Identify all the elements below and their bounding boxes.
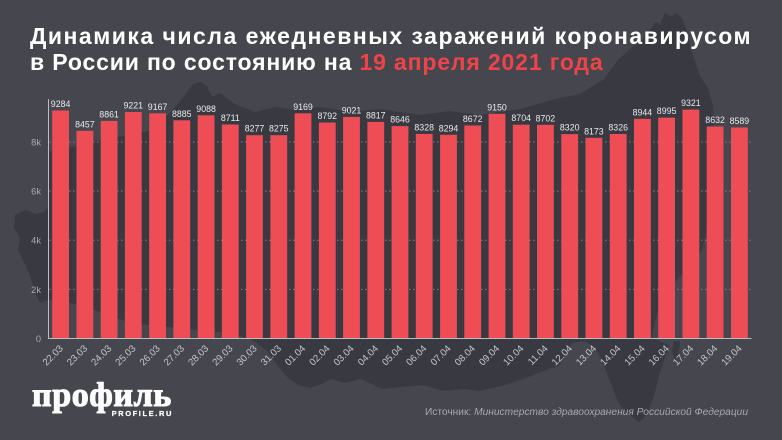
svg-text:9021: 9021 [342, 105, 362, 115]
svg-text:24.03: 24.03 [89, 343, 114, 368]
svg-text:29.03: 29.03 [210, 343, 235, 368]
svg-text:8792: 8792 [318, 111, 338, 121]
svg-text:30.03: 30.03 [235, 343, 260, 368]
svg-text:9088: 9088 [196, 104, 216, 114]
svg-text:26.03: 26.03 [138, 343, 163, 368]
svg-text:8589: 8589 [730, 116, 750, 126]
svg-text:23.03: 23.03 [65, 343, 90, 368]
svg-text:9150: 9150 [487, 102, 507, 112]
svg-text:8861: 8861 [99, 109, 119, 119]
svg-text:8646: 8646 [390, 115, 410, 125]
svg-text:6k: 6k [31, 187, 41, 197]
svg-text:4k: 4k [31, 236, 41, 246]
svg-text:8294: 8294 [439, 123, 459, 133]
svg-text:25.03: 25.03 [113, 343, 138, 368]
svg-text:27.03: 27.03 [162, 343, 187, 368]
svg-text:9284: 9284 [51, 99, 71, 109]
svg-text:8944: 8944 [633, 107, 653, 117]
svg-text:8817: 8817 [366, 110, 386, 120]
svg-text:0: 0 [36, 334, 41, 344]
svg-text:18.04: 18.04 [695, 343, 720, 368]
svg-text:8995: 8995 [657, 106, 677, 116]
svg-text:8326: 8326 [608, 123, 628, 133]
svg-text:8885: 8885 [172, 109, 192, 119]
svg-text:8173: 8173 [584, 126, 604, 136]
svg-text:8704: 8704 [511, 113, 531, 123]
svg-text:9167: 9167 [148, 102, 168, 112]
svg-text:2k: 2k [31, 285, 41, 295]
svg-text:22.03: 22.03 [41, 343, 66, 368]
svg-text:28.03: 28.03 [186, 343, 211, 368]
svg-text:9221: 9221 [124, 101, 144, 111]
svg-text:8672: 8672 [463, 114, 483, 124]
svg-text:9321: 9321 [681, 98, 701, 108]
svg-text:8275: 8275 [269, 124, 289, 134]
svg-text:9169: 9169 [293, 102, 313, 112]
svg-text:8277: 8277 [245, 124, 265, 134]
svg-text:8711: 8711 [221, 113, 240, 123]
svg-text:8k: 8k [31, 138, 41, 148]
svg-text:8632: 8632 [705, 115, 725, 125]
svg-text:8457: 8457 [75, 119, 95, 129]
svg-text:8320: 8320 [560, 123, 580, 133]
svg-text:8328: 8328 [414, 122, 434, 132]
svg-text:19.04: 19.04 [720, 343, 745, 368]
svg-text:8702: 8702 [536, 113, 556, 123]
